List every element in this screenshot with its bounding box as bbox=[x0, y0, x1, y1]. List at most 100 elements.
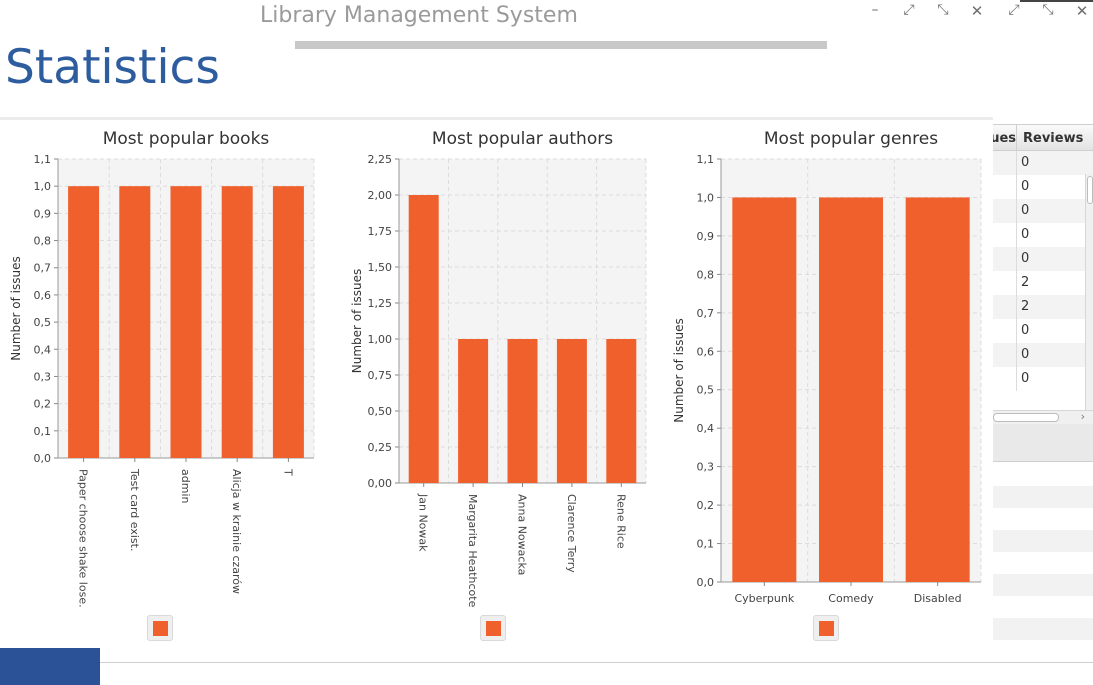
y-tick-label: 0,0 bbox=[697, 576, 715, 589]
y-tick-label: 0,9 bbox=[34, 207, 52, 220]
y-tick-label: 2,00 bbox=[368, 189, 393, 202]
window-title: Library Management System bbox=[260, 3, 578, 28]
restore-icon[interactable]: ⤡ bbox=[937, 2, 949, 18]
x-tick-label: Anna Nowacka bbox=[516, 494, 529, 575]
legend-toggle-books[interactable] bbox=[147, 615, 173, 641]
y-tick-label: 0,4 bbox=[697, 422, 715, 435]
y-tick-label: 0,00 bbox=[368, 477, 393, 490]
table-row[interactable]: 0 bbox=[993, 247, 1093, 271]
table-cell-reviews: 0 bbox=[1021, 227, 1030, 242]
bar bbox=[221, 186, 253, 458]
y-tick-label: 0,2 bbox=[34, 398, 52, 411]
table-cell-reviews: 0 bbox=[1021, 155, 1030, 170]
table-row[interactable]: 0 bbox=[993, 343, 1093, 367]
y-tick-label: 1,1 bbox=[697, 153, 715, 166]
bar bbox=[170, 186, 202, 458]
chart-title: Most popular books bbox=[103, 129, 270, 149]
background-table: Issues Reviews 0 0 0 0 0 2 2 0 0 0 bbox=[993, 124, 1093, 424]
y-tick-label: 0,5 bbox=[697, 384, 715, 397]
y-tick-label: 1,0 bbox=[697, 191, 715, 204]
table-cell-reviews: 0 bbox=[1021, 251, 1030, 266]
table-row[interactable]: 2 bbox=[993, 295, 1093, 319]
chart-most-popular-authors: Most popular authors 0,00 0,25 0,50 0,75 1,00… bbox=[330, 120, 660, 620]
table-cell bbox=[993, 319, 1017, 343]
table-cell bbox=[993, 247, 1017, 271]
table-cell bbox=[993, 343, 1017, 367]
table-horizontal-scrollbar[interactable]: › bbox=[993, 410, 1093, 424]
bar bbox=[272, 186, 304, 458]
restore-icon[interactable]: ⤡ bbox=[1042, 2, 1054, 18]
x-tick-label: Jan Nowak bbox=[417, 493, 430, 552]
y-tick-label: 1,75 bbox=[368, 225, 393, 238]
y-tick-label: 1,00 bbox=[368, 333, 393, 346]
bar bbox=[458, 339, 489, 483]
close-icon[interactable]: ✕ bbox=[970, 2, 984, 20]
table-cell bbox=[993, 295, 1017, 319]
chart-most-popular-genres: Most popular genres 0,0 0,1 0,2 0,3 0,4 0,5 0,6… bbox=[660, 120, 993, 620]
legend-toggle-authors[interactable] bbox=[480, 615, 506, 641]
list-stripe bbox=[993, 530, 1093, 552]
x-tick-label: Alicja w krainie czarów bbox=[230, 469, 243, 594]
y-tick-label: 0,8 bbox=[697, 268, 715, 281]
y-tick-label: 0,3 bbox=[34, 370, 52, 383]
table-row[interactable]: 2 bbox=[993, 271, 1093, 295]
panel-strip bbox=[993, 424, 1093, 462]
table-cell bbox=[993, 367, 1017, 391]
chart-most-popular-books: Most popular books 0,0 0,1 0,2 0,3 0,4 0,5 0,6 0… bbox=[0, 120, 330, 620]
chart-svg: Most popular genres 0,0 0,1 0,2 0,3 0,4 0,5 0,6… bbox=[672, 129, 982, 605]
y-tick-label: 0,7 bbox=[34, 262, 52, 275]
y-tick-label: 0,6 bbox=[34, 289, 52, 302]
x-tick-label: Comedy bbox=[828, 592, 874, 605]
close-icon[interactable]: ✕ bbox=[1075, 2, 1089, 20]
list-stripe bbox=[993, 574, 1093, 596]
y-tick-label: 0,5 bbox=[34, 316, 52, 329]
maximize-icon[interactable]: ⤢ bbox=[1008, 2, 1020, 18]
y-tick-label: 2,25 bbox=[368, 153, 393, 166]
bottom-nav-button[interactable] bbox=[0, 648, 100, 685]
y-tick-label: 0,1 bbox=[34, 425, 52, 438]
legend-swatch bbox=[153, 621, 168, 636]
y-tick-label: 0,3 bbox=[697, 461, 715, 474]
y-tick-label: 0,0 bbox=[34, 452, 52, 465]
table-row[interactable]: 0 bbox=[993, 223, 1093, 247]
table-row[interactable]: 0 bbox=[993, 199, 1093, 223]
bar bbox=[732, 197, 797, 583]
page-title: Statistics bbox=[5, 40, 220, 95]
table-row[interactable]: 0 bbox=[993, 319, 1093, 343]
x-tick-label: Rene Rice bbox=[614, 494, 627, 549]
scroll-thumb[interactable] bbox=[993, 413, 1059, 422]
chart-svg: Most popular books 0,0 0,1 0,2 0,3 0,4 0,5 0,6 0… bbox=[9, 129, 315, 608]
table-cell-reviews: 2 bbox=[1021, 299, 1030, 314]
legend-swatch bbox=[819, 621, 834, 636]
x-tick-label: T bbox=[281, 468, 294, 476]
y-tick-label: 1,0 bbox=[34, 180, 52, 193]
bar bbox=[905, 197, 970, 583]
y-tick-label: 0,6 bbox=[697, 345, 715, 358]
divider bbox=[100, 662, 1093, 663]
maximize-icon[interactable]: ⤢ bbox=[903, 2, 915, 18]
title-bar-drag-handle[interactable] bbox=[295, 41, 827, 49]
bar bbox=[606, 339, 637, 483]
x-tick-label: Test card exist. bbox=[128, 468, 141, 551]
column-header-reviews[interactable]: Reviews bbox=[1023, 131, 1084, 146]
column-header-issues[interactable]: Issues bbox=[993, 125, 1017, 150]
x-tick-label: Clarence Terry bbox=[565, 494, 578, 573]
list-stripe bbox=[993, 486, 1093, 508]
table-cell-reviews: 0 bbox=[1021, 179, 1030, 194]
y-tick-label: 0,2 bbox=[697, 499, 715, 512]
y-tick-label: 1,25 bbox=[368, 297, 393, 310]
y-tick-label: 0,25 bbox=[368, 441, 393, 454]
table-row[interactable]: 0 bbox=[993, 175, 1093, 199]
x-tick-label: admin bbox=[179, 469, 192, 503]
table-vertical-scrollbar[interactable] bbox=[1085, 174, 1093, 410]
chevron-right-icon[interactable]: › bbox=[1080, 410, 1085, 423]
chart-svg: Most popular authors 0,00 0,25 0,50 0,75 1,00… bbox=[350, 129, 647, 608]
legend-toggle-genres[interactable] bbox=[813, 615, 839, 641]
y-tick-label: 0,1 bbox=[697, 538, 715, 551]
minimize-icon[interactable]: – bbox=[871, 2, 879, 18]
scroll-thumb[interactable] bbox=[1087, 176, 1093, 204]
table-row[interactable]: 0 bbox=[993, 367, 1093, 391]
bar bbox=[556, 339, 587, 483]
table-row[interactable]: 0 bbox=[993, 151, 1093, 175]
chart-title: Most popular genres bbox=[764, 129, 938, 149]
